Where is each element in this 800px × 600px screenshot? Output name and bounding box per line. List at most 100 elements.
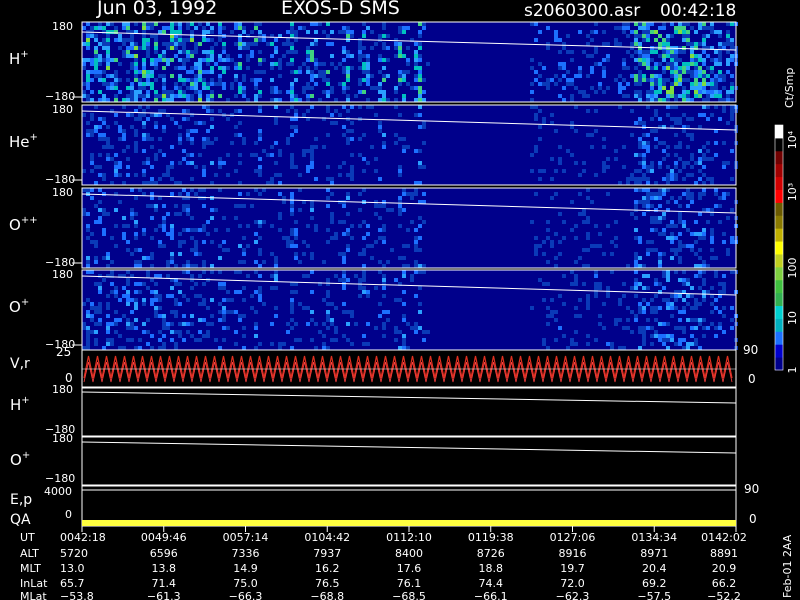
spectrogram-cell bbox=[638, 121, 642, 125]
spectrogram-cell bbox=[346, 244, 350, 248]
spectrogram-cell bbox=[702, 264, 706, 268]
spectrogram-cell bbox=[702, 105, 706, 109]
spectrogram-cell bbox=[310, 200, 314, 204]
spectrogram-cell bbox=[210, 270, 214, 274]
table-cell: −68.8 bbox=[310, 590, 344, 600]
spectrogram-cell bbox=[406, 322, 410, 326]
spectrogram-cell bbox=[274, 90, 278, 94]
spectrogram-cell bbox=[198, 294, 202, 298]
spectrogram-cell bbox=[530, 105, 534, 109]
spectrogram-cell bbox=[234, 66, 238, 70]
spectrogram-cell bbox=[682, 50, 686, 54]
o-line-trace bbox=[81, 441, 737, 454]
spectrogram-cell bbox=[238, 153, 242, 157]
spectrogram-cell bbox=[610, 346, 614, 350]
spectrogram-cell bbox=[698, 177, 702, 181]
spectrogram-cell bbox=[662, 157, 666, 161]
spectrogram-panel-3: O++180−180 bbox=[9, 186, 738, 269]
colorbar-tick: 1 bbox=[786, 367, 799, 374]
spectrogram-cell bbox=[110, 58, 114, 62]
spectrogram-cell bbox=[306, 117, 310, 121]
spectrogram-cell bbox=[338, 113, 342, 117]
spectrogram-cell bbox=[350, 314, 354, 318]
spectrogram-cell bbox=[274, 264, 278, 268]
spectrogram-cell bbox=[326, 204, 330, 208]
spectrogram-cell bbox=[670, 306, 674, 310]
spectrogram-cell bbox=[94, 260, 98, 264]
spectrogram-cell bbox=[730, 117, 734, 121]
spectrogram-cell bbox=[162, 204, 166, 208]
spectrogram-cell bbox=[694, 42, 698, 46]
spectrogram-cell bbox=[342, 278, 346, 282]
spectrogram-cell bbox=[278, 62, 282, 66]
spectrogram-cell bbox=[118, 90, 122, 94]
spectrogram-cell bbox=[290, 70, 294, 74]
spectrogram-cell bbox=[334, 330, 338, 334]
spectrogram-cell bbox=[366, 98, 370, 102]
spectrogram-cell bbox=[178, 192, 182, 196]
spectrogram-cell bbox=[194, 294, 198, 298]
spectrogram-cell bbox=[98, 306, 102, 310]
spectrogram-cell bbox=[666, 306, 670, 310]
spectrogram-cell bbox=[98, 220, 102, 224]
spectrogram-cell bbox=[686, 90, 690, 94]
spectrogram-cell bbox=[374, 212, 378, 216]
spectrogram-cell bbox=[182, 78, 186, 82]
spectrogram-cell bbox=[714, 141, 718, 145]
spectrogram-cell bbox=[334, 306, 338, 310]
spectrogram-cell bbox=[358, 286, 362, 290]
spectrogram-cell bbox=[114, 98, 118, 102]
spectrogram-cell bbox=[254, 232, 258, 236]
spectrogram-cell bbox=[402, 192, 406, 196]
spectrogram-cell bbox=[678, 240, 682, 244]
spectrogram-cell bbox=[178, 78, 182, 82]
spectrogram-cell bbox=[666, 165, 670, 169]
spectrogram-cell bbox=[206, 98, 210, 102]
spectrogram-cell bbox=[290, 58, 294, 62]
spectrogram-cell bbox=[254, 38, 258, 42]
table-cell: 74.4 bbox=[479, 577, 504, 590]
spectrogram-cell bbox=[186, 26, 190, 30]
spectrogram-cell bbox=[554, 129, 558, 133]
spectrogram-cell bbox=[350, 153, 354, 157]
spectrogram-cell bbox=[346, 70, 350, 74]
spectrogram-cell bbox=[194, 121, 198, 125]
spectrogram-cell bbox=[254, 22, 258, 26]
spectrogram-cell bbox=[218, 30, 222, 34]
spectrogram-cell bbox=[638, 82, 642, 86]
spectrogram-cell bbox=[94, 58, 98, 62]
spectrogram-cell bbox=[350, 236, 354, 240]
spectrogram-cell bbox=[150, 62, 154, 66]
spectrogram-cell bbox=[682, 192, 686, 196]
spectrogram-cell bbox=[218, 66, 222, 70]
spectrogram-cell bbox=[530, 153, 534, 157]
spectrogram-cell bbox=[190, 129, 194, 133]
spectrogram-cell bbox=[90, 117, 94, 121]
spectrogram-cell bbox=[314, 66, 318, 70]
spectrogram-cell bbox=[334, 236, 338, 240]
spectrogram-cell bbox=[342, 105, 346, 109]
spectrogram-cell bbox=[398, 282, 402, 286]
spectrogram-cell bbox=[666, 334, 670, 338]
spectrogram-cell bbox=[634, 50, 638, 54]
spectrogram-cell bbox=[658, 34, 662, 38]
spectrogram-cell bbox=[170, 161, 174, 165]
spectrogram-cell bbox=[182, 46, 186, 50]
spectrogram-cell bbox=[714, 192, 718, 196]
spectrogram-cell bbox=[614, 149, 618, 153]
spectrogram-cell bbox=[342, 256, 346, 260]
spectrogram-cell bbox=[198, 318, 202, 322]
spectrogram-cell bbox=[570, 82, 574, 86]
spectrogram-cell bbox=[342, 86, 346, 90]
spectrogram-cell bbox=[638, 74, 642, 78]
spectrogram-cell bbox=[254, 98, 258, 102]
spectrogram-cell bbox=[174, 310, 178, 314]
spectrogram-cell bbox=[134, 62, 138, 66]
spectrogram-cell bbox=[682, 62, 686, 66]
spectrogram-cell bbox=[362, 169, 366, 173]
spectrogram-cell bbox=[690, 294, 694, 298]
spectrogram-cell bbox=[542, 282, 546, 286]
spectrogram-cell bbox=[174, 346, 178, 350]
spectrogram-cell bbox=[326, 302, 330, 306]
spectrogram-cell bbox=[130, 38, 134, 42]
